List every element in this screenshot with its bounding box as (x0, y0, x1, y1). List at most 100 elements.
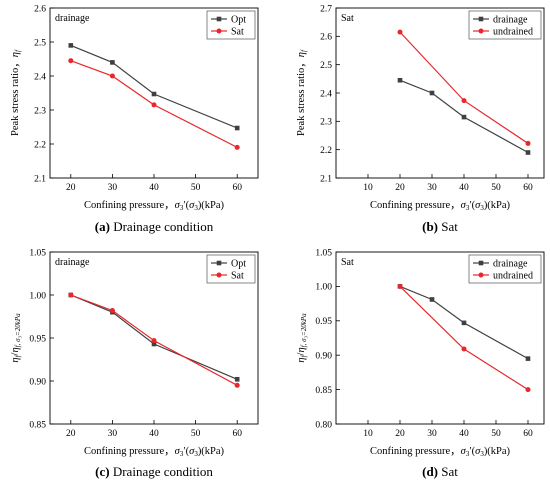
panel-annotation: drainage (55, 13, 90, 24)
x-tick-label: 20 (66, 183, 76, 193)
data-point-undrained (461, 346, 467, 352)
panel-annotation: drainage (55, 257, 90, 268)
plot-frame (335, 251, 545, 425)
x-tick-label: 50 (191, 183, 201, 193)
x-tick-label: 30 (108, 429, 118, 439)
y-tick-label: 2.3 (320, 118, 332, 128)
data-point-drainage (397, 77, 403, 83)
y-tick-label: 0.90 (29, 377, 46, 387)
legend-marker-Sat (216, 28, 222, 34)
y-tick-label: 0.90 (315, 352, 332, 362)
x-tick-label: 10 (363, 429, 373, 439)
chart-panel-b: 10 20 30 40 50 60 2.1 2.2 2.3 2.4 2.5 2.6 2.7 Confini… (296, 4, 545, 234)
series-line-drainage (399, 79, 529, 154)
y-tick-label: 2.3 (34, 106, 46, 116)
data-point-Sat (109, 73, 115, 79)
series-line-undrained (399, 285, 529, 391)
x-axis-label: Confining pressure，σ3′(σ3)(kPa) (84, 200, 225, 212)
x-tick-label: 60 (232, 429, 242, 439)
y-tick-label: 1.00 (29, 291, 46, 301)
panel-caption: (d) Sat (422, 464, 458, 479)
data-point-Opt (234, 376, 240, 382)
x-tick-label: 20 (395, 183, 405, 193)
y-tick-label: 0.85 (315, 386, 332, 396)
x-tick-label: 50 (491, 429, 501, 439)
x-tick-label: 10 (363, 183, 373, 193)
x-tick-label: 30 (108, 183, 118, 193)
x-axis-label: Confining pressure，σ3′(σ3)(kPa) (370, 446, 511, 458)
legend-marker-drainage (478, 16, 484, 22)
y-tick-label: 0.95 (29, 334, 46, 344)
x-tick-label: 30 (427, 183, 437, 193)
chart-panel-d: 10 20 30 40 50 60 0.80 0.85 0.90 0.95 1.00 1.05 Conf… (296, 248, 545, 479)
y-tick-label: 2.1 (320, 174, 332, 184)
y-tick-label: 1.05 (29, 248, 46, 258)
x-tick-label: 50 (491, 183, 501, 193)
x-tick-label: 40 (149, 429, 159, 439)
data-point-undrained (461, 98, 467, 104)
x-tick-label: 60 (232, 183, 242, 193)
legend-marker-Sat (216, 272, 222, 278)
data-point-undrained (397, 29, 403, 35)
legend-label-Opt: Opt (231, 15, 246, 26)
data-point-Sat (68, 58, 74, 64)
data-point-drainage (525, 356, 531, 361)
data-point-drainage (461, 114, 467, 120)
data-point-undrained (525, 140, 531, 146)
legend-label-drainage: drainage (493, 259, 528, 270)
data-point-Sat (151, 102, 157, 108)
panel-caption: (a) Drainage condition (95, 219, 214, 234)
x-tick-label: 40 (459, 183, 469, 193)
y-tick-label: 0.80 (315, 420, 332, 430)
y-axis-label: Peak stress ratio，ηf (296, 49, 308, 136)
x-tick-label: 40 (459, 429, 469, 439)
x-tick-label: 20 (66, 429, 76, 439)
chart-panel-c: 20 30 40 50 60 0.85 0.90 0.95 1.00 1.05 Confining … (10, 248, 259, 479)
data-point-Sat (234, 382, 240, 388)
x-tick-label: 50 (191, 429, 201, 439)
data-point-Opt (110, 60, 115, 65)
x-tick-label: 30 (427, 429, 437, 439)
y-tick-label: 2.2 (320, 146, 332, 156)
legend-label-Sat: Sat (231, 27, 244, 38)
legend-label-drainage: drainage (493, 15, 528, 26)
data-point-Opt (68, 43, 74, 48)
data-point-drainage (429, 90, 435, 96)
y-tick-label: 1.05 (315, 248, 332, 258)
panel-caption: (b) Sat (422, 219, 458, 234)
data-point-Opt (151, 91, 157, 97)
series-line-Sat (70, 60, 238, 148)
legend-marker-Opt (216, 260, 222, 266)
panel-caption: (c) Drainage condition (95, 464, 213, 479)
data-point-drainage (461, 320, 467, 326)
x-tick-label: 20 (395, 429, 405, 439)
panel-annotation: Sat (341, 13, 354, 24)
data-point-Sat (109, 307, 115, 313)
y-tick-label: 2.2 (34, 140, 46, 150)
x-axis-label: Confining pressure，σ3′(σ3)(kPa) (84, 446, 225, 458)
y-tick-label: 1.00 (315, 283, 332, 293)
legend-label-Sat: Sat (231, 271, 244, 282)
x-axis-label: Confining pressure，σ3′(σ3)(kPa) (370, 200, 511, 212)
legend-marker-undrained (478, 28, 484, 34)
series-line-Opt (70, 44, 238, 129)
x-tick-label: 60 (523, 429, 533, 439)
y-tick-label: 2.4 (320, 89, 332, 99)
legend-label-undrained: undrained (493, 27, 533, 38)
y-tick-label: 2.5 (320, 61, 332, 71)
y-tick-label: 2.4 (34, 72, 46, 82)
panel-annotation: Sat (341, 257, 354, 268)
legend-box (206, 254, 256, 284)
x-tick-label: 40 (149, 183, 159, 193)
y-axis-label: ηf/ηf, σ₃=20kPa (296, 313, 308, 363)
y-tick-label: 2.7 (320, 4, 332, 14)
legend-marker-drainage (478, 260, 484, 266)
data-point-undrained (525, 387, 531, 393)
y-tick-label: 2.6 (320, 33, 332, 43)
y-axis-label: ηf/ηf, σ₃=20kPa (10, 313, 22, 363)
